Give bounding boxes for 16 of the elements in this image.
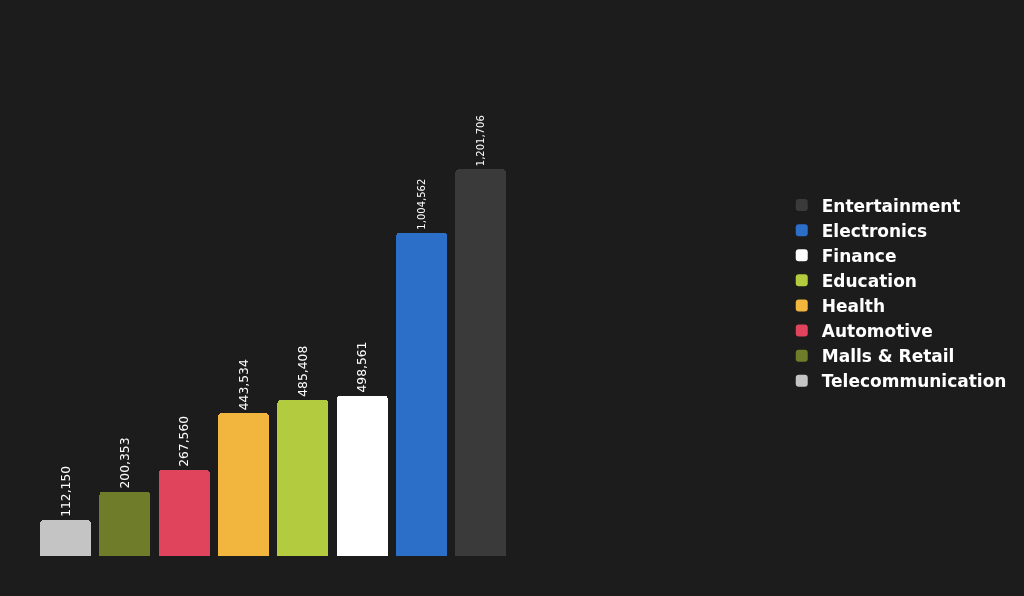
legend-label: Telecommunication (821, 371, 1007, 392)
legend-label: Malls & Retail (821, 346, 955, 367)
data-label: 1,201,706 (475, 115, 487, 167)
data-label: 443,534 (236, 359, 251, 411)
data-label: 1,004,562 (415, 178, 427, 230)
data-label: 112,150 (58, 465, 73, 517)
legend-label: Electronics (821, 220, 928, 241)
legend-label: Automotive (821, 321, 933, 342)
data-label: 498,561 (355, 341, 370, 393)
legend-label: Education (821, 270, 917, 291)
data-label: 267,560 (177, 415, 192, 467)
data-label: 485,408 (296, 345, 311, 397)
legend-label: Entertainment (821, 195, 961, 216)
legend-label: Finance (821, 245, 897, 266)
data-label: 200,353 (118, 437, 133, 489)
legend-label: Health (821, 296, 886, 317)
